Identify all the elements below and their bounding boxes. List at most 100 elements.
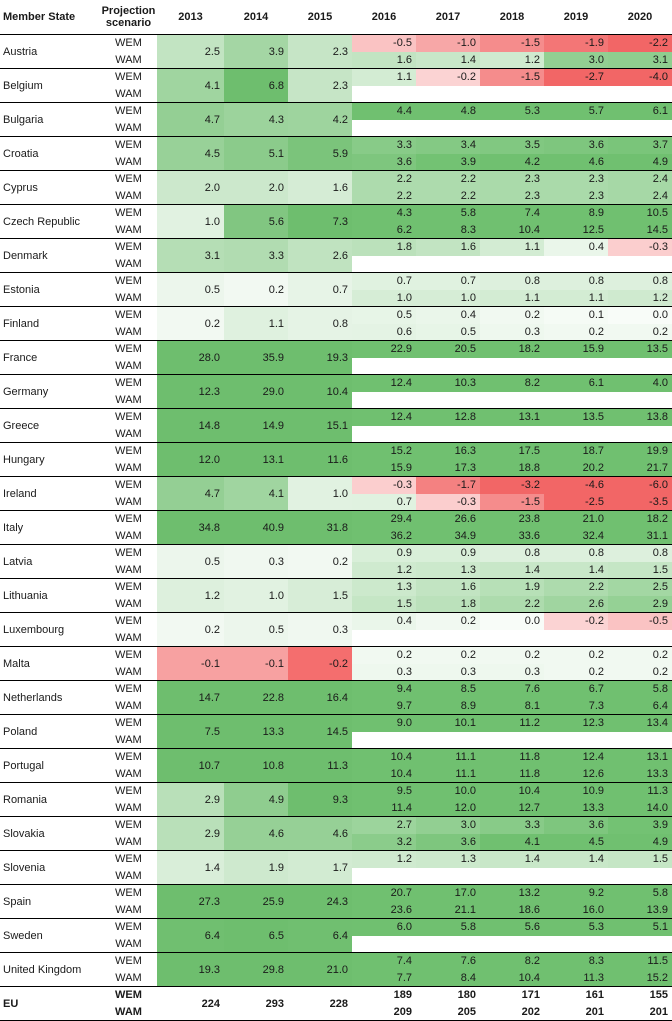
historical-value-2015: 16.4 [288, 681, 352, 715]
scenario-label: WAM [115, 734, 142, 746]
wam-value-2019: 2.6 [544, 596, 608, 613]
wem-value-2018: -1.5 [480, 35, 544, 52]
member-state-name: Estonia [3, 284, 40, 296]
wem-value-2016: 15.2 [352, 443, 416, 460]
wam-value-2019: 4.6 [544, 154, 608, 171]
wem-value-2019: 13.5 [544, 409, 608, 426]
wam-value-2016: 10.4 [352, 766, 416, 783]
wam-value-2020: 1.2 [608, 290, 672, 307]
wem-value-2017: -1.7 [416, 477, 480, 494]
wam-value-2019: 0.2 [544, 664, 608, 681]
historical-value-2015: 31.8 [288, 511, 352, 545]
wem-value-2020: 18.2 [608, 511, 672, 528]
historical-value-2013: 3.1 [157, 239, 224, 273]
wem-value-2019: 0.2 [544, 647, 608, 664]
wem-value-2017: 1.3 [416, 851, 480, 868]
member-state-name: Slovakia [3, 828, 45, 840]
scenario-label: WAM [115, 190, 142, 202]
wem-value-2016: 4.3 [352, 205, 416, 222]
row-divider [0, 612, 672, 613]
scenario-label: WAM [115, 156, 142, 168]
scenario-label: WAM [115, 802, 142, 814]
wam-value-2017: 1.0 [416, 290, 480, 307]
wam-value-2019: -2.5 [544, 494, 608, 511]
historical-value-2014: 3.3 [224, 239, 288, 273]
historical-value-2014: 35.9 [224, 341, 288, 375]
historical-value-2014: 5.1 [224, 137, 288, 171]
historical-value-2015: 0.2 [288, 545, 352, 579]
wem-value-2018: 7.6 [480, 681, 544, 698]
wem-value-2018: 1.9 [480, 579, 544, 596]
wam-value-2017: 21.1 [416, 902, 480, 919]
wem-value-2019: 0.8 [544, 273, 608, 290]
historical-value-2013: 2.0 [157, 171, 224, 205]
header-year-2018: 2018 [499, 11, 525, 23]
wem-value-2017: 3.0 [416, 817, 480, 834]
historical-value-2015: 7.3 [288, 205, 352, 239]
wem-value-2020: 5.8 [608, 885, 672, 902]
wem-value-2020: 0.0 [608, 307, 672, 324]
member-state-name: Malta [3, 658, 30, 670]
scenario-label: WEM [115, 547, 142, 559]
wem-value-2020: 0.8 [608, 273, 672, 290]
member-state-name: Croatia [3, 148, 39, 160]
scenario-label: WEM [115, 649, 142, 661]
wem-value-2019: 15.9 [544, 341, 608, 358]
historical-value-2013: 4.7 [157, 477, 224, 511]
wam-value-2018: 4.1 [480, 834, 544, 851]
wam-value-2016: 1.5 [352, 596, 416, 613]
row-divider [0, 272, 672, 273]
member-state-name: Finland [3, 318, 40, 330]
scenario-label: WAM [115, 326, 142, 338]
wem-value-2016: 9.0 [352, 715, 416, 732]
wam-value-2016: 0.3 [352, 664, 416, 681]
wem-value-2016: 10.4 [352, 749, 416, 766]
wem-value-2016: 7.4 [352, 953, 416, 970]
historical-value-2013: 2.5 [157, 35, 224, 69]
wam-value-2018: 12.7 [480, 800, 544, 817]
header-year-2014: 2014 [243, 11, 269, 23]
wem-value-2017: 5.8 [416, 919, 480, 936]
wem-value-2020: 155 [649, 989, 668, 1001]
historical-value-2015: 2.3 [288, 35, 352, 69]
wam-value-2020: 13.9 [608, 902, 672, 919]
scenario-label: WAM [115, 394, 142, 406]
scenario-label: WEM [115, 479, 142, 491]
wam-value-2017: 8.9 [416, 698, 480, 715]
wam-value-2020: 4.9 [608, 154, 672, 171]
wem-value-2017: 2.2 [416, 171, 480, 188]
wem-value-2017: 26.6 [416, 511, 480, 528]
wam-value-2020: -3.5 [608, 494, 672, 511]
row-divider [0, 578, 672, 579]
historical-value-2014: 13.3 [224, 715, 288, 749]
wam-value-2020: 13.3 [608, 766, 672, 783]
header-year-2017: 2017 [435, 11, 461, 23]
historical-value-2014: 0.2 [224, 273, 288, 307]
scenario-label: WEM [115, 71, 142, 83]
wem-value-2016: -0.5 [352, 35, 416, 52]
wem-value-2018: 7.4 [480, 205, 544, 222]
historical-value-2015: 2.3 [288, 69, 352, 103]
scenario-label: WEM [115, 377, 142, 389]
wem-value-2018: 2.3 [480, 171, 544, 188]
historical-value-2015: 2.6 [288, 239, 352, 273]
wam-value-2016: 36.2 [352, 528, 416, 545]
wem-value-2018: 3.5 [480, 137, 544, 154]
historical-value-2014: 29.0 [224, 375, 288, 409]
scenario-label: WAM [115, 836, 142, 848]
historical-value-2015: 10.4 [288, 375, 352, 409]
wem-value-2019: 5.7 [544, 103, 608, 120]
wem-value-2017: 0.2 [416, 613, 480, 630]
historical-value-2015: 1.6 [288, 171, 352, 205]
row-divider [0, 374, 672, 375]
wam-value-2020: 21.7 [608, 460, 672, 477]
historical-value-2013: 12.3 [157, 375, 224, 409]
wem-value-2017: 0.4 [416, 307, 480, 324]
wam-value-2018: 2.2 [480, 596, 544, 613]
wam-value-2020: 3.1 [608, 52, 672, 69]
scenario-label: WEM [115, 853, 142, 865]
wam-value-2020: 1.5 [608, 562, 672, 579]
wem-value-2017: 180 [457, 989, 476, 1001]
row-divider [0, 408, 672, 409]
wem-value-2016: 4.4 [352, 103, 416, 120]
